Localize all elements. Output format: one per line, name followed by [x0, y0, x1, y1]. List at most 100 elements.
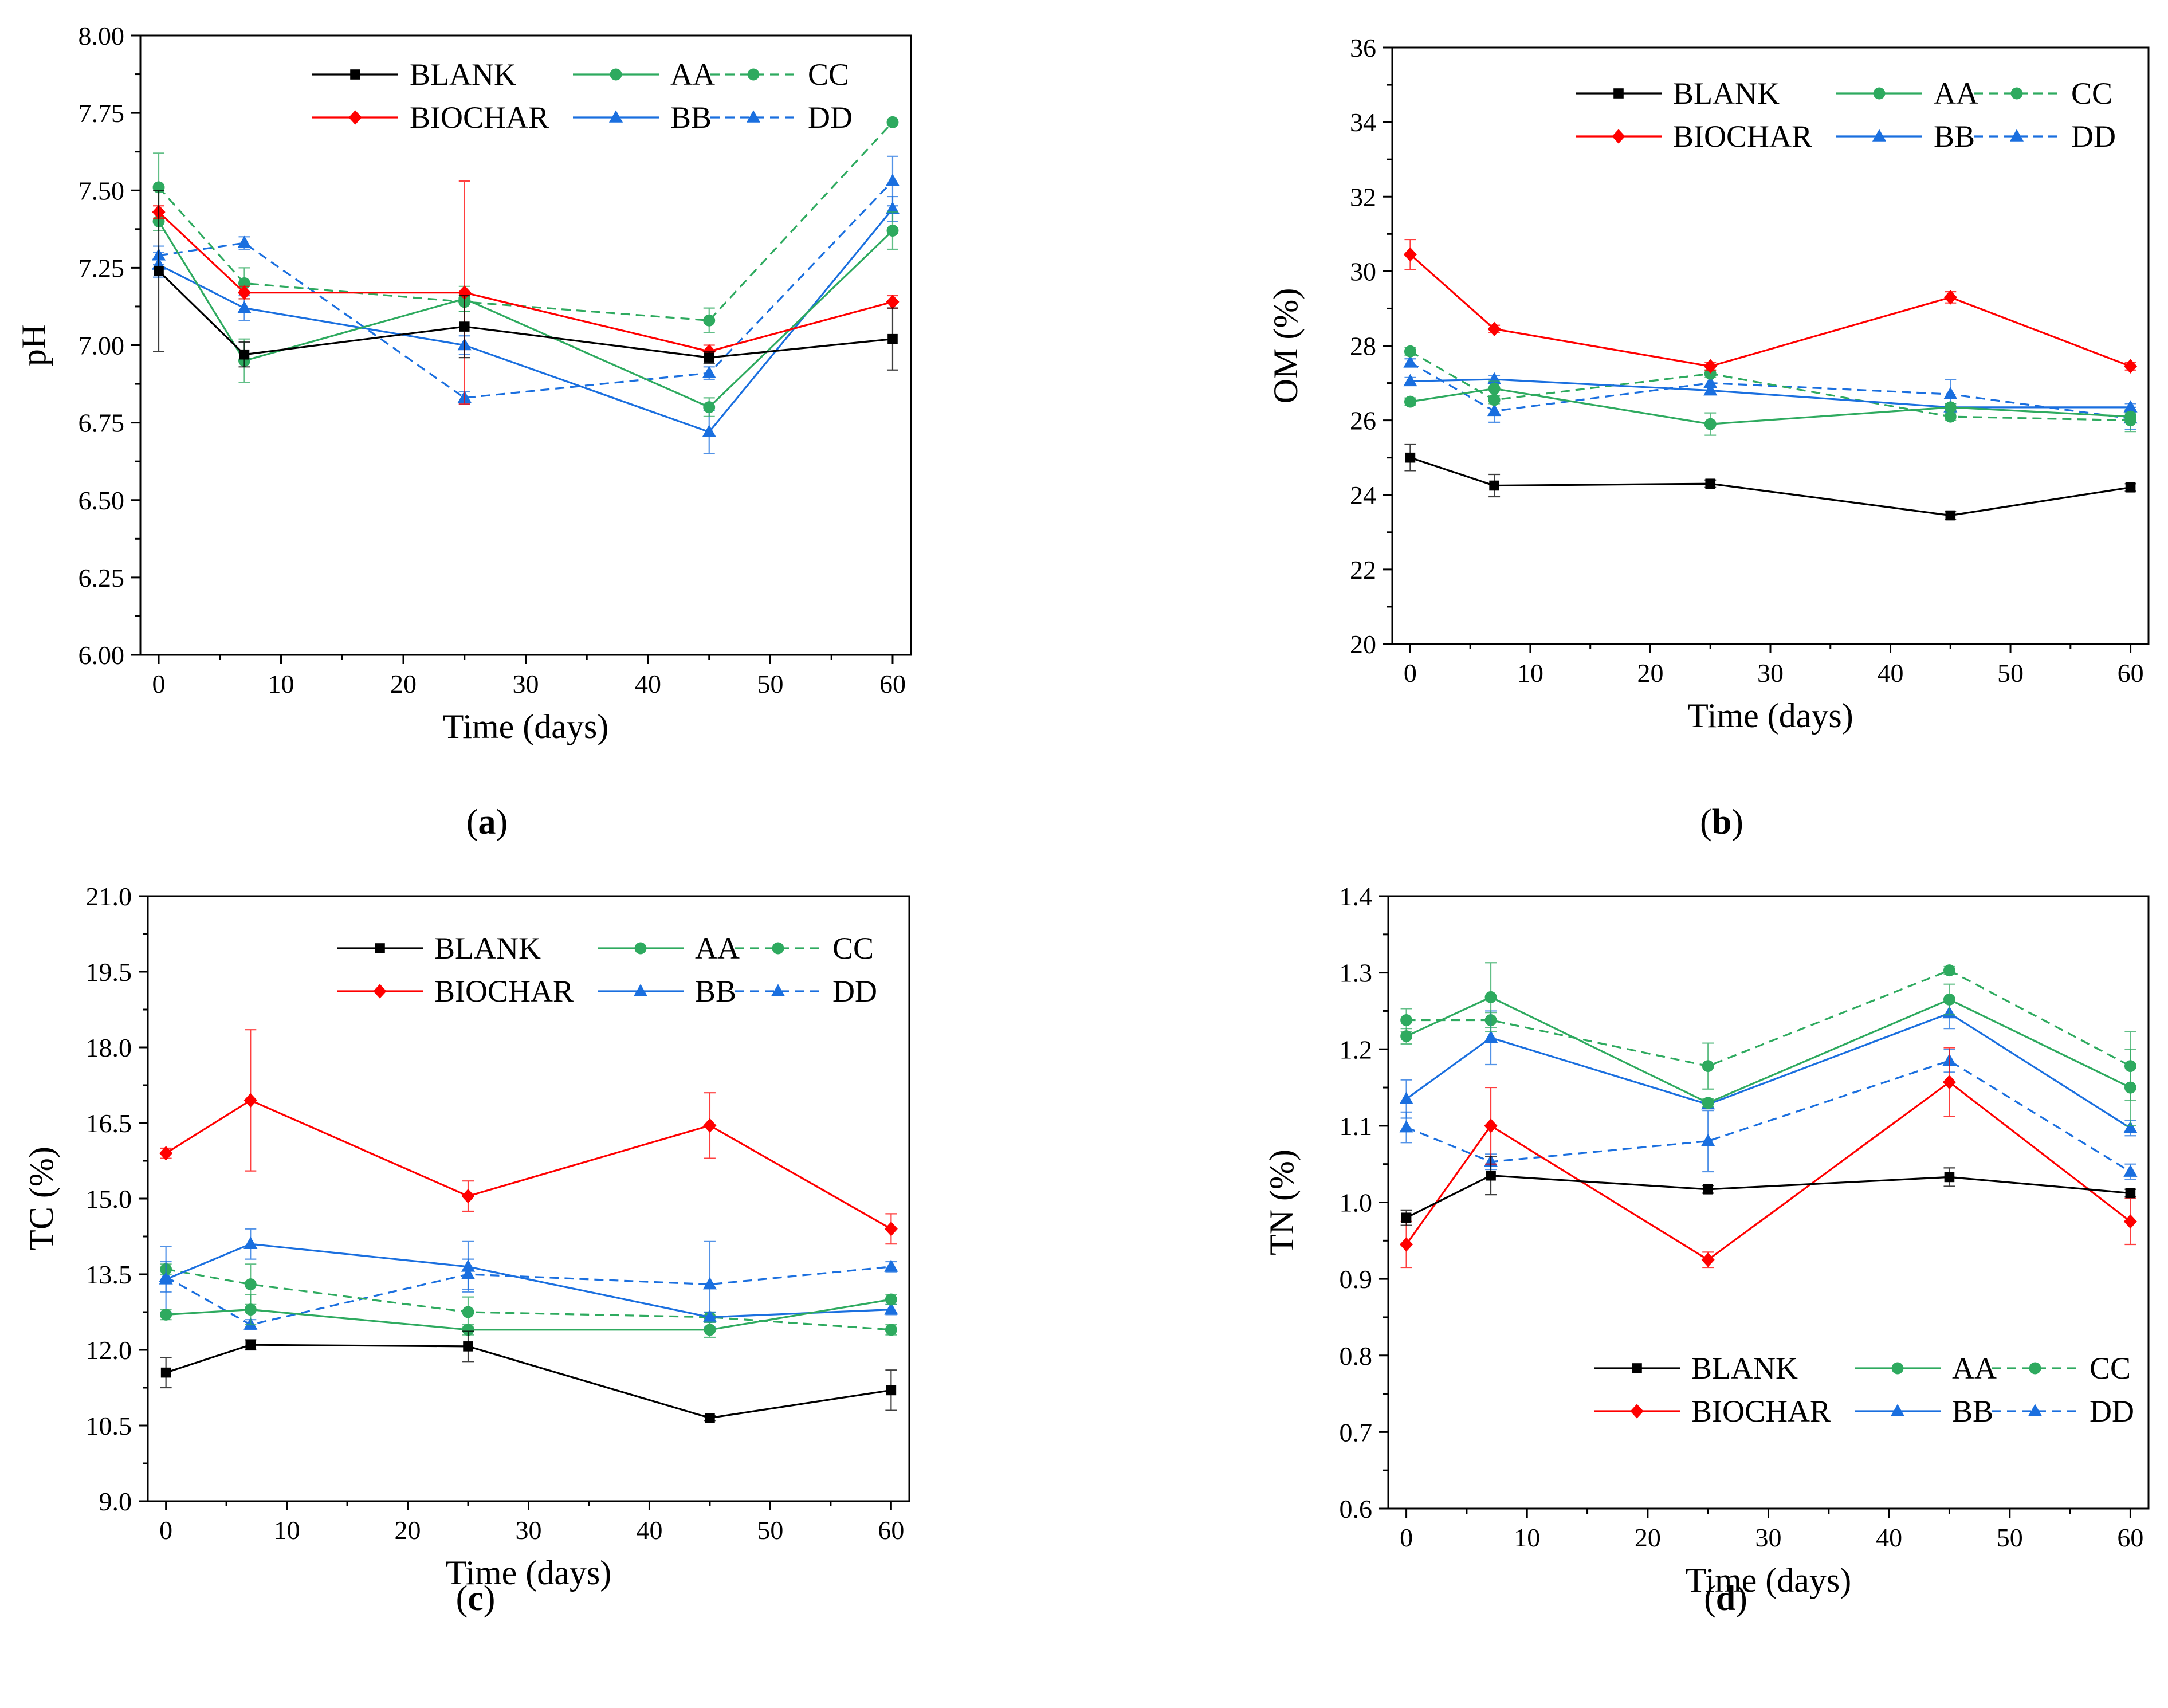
data-point [1944, 1172, 1955, 1183]
data-point [886, 116, 899, 128]
y-tick-label: 6.50 [78, 486, 125, 515]
x-tick-label: 0 [1400, 1523, 1413, 1552]
data-point [884, 1222, 898, 1236]
data-point [2123, 1121, 2138, 1133]
data-point [1401, 1212, 1412, 1223]
data-point [159, 1272, 173, 1285]
legend-entry-aa: AA [573, 57, 715, 92]
chart-panel-d: 0 10 20 30 40 50 60 0.6 0.7 0.8 0.9 1.0 1.1 1.2 1.3 1.4… [1263, 882, 2150, 1618]
series-line [1409, 457, 2131, 517]
legend-marker [633, 984, 648, 996]
y-tick-label: 34 [1350, 108, 1376, 137]
data-point [885, 174, 900, 186]
legend-entry-dd: DD [710, 100, 853, 135]
data-point [462, 1324, 474, 1336]
data-point [1944, 401, 1957, 414]
x-tick-label: 0 [1404, 658, 1417, 688]
y-tick-label: 15.0 [86, 1184, 132, 1214]
y-tick-label: 16.5 [86, 1109, 132, 1138]
panel-caption-letter: b [1712, 803, 1731, 842]
legend-marker [2029, 1362, 2041, 1375]
x-tick-label: 10 [1514, 1523, 1540, 1552]
legend-marker [1872, 129, 1887, 142]
data-point [1488, 382, 1501, 395]
chart-panel-c: 0 10 20 30 40 50 60 9.0 10.5 12.0 13.5 15.0 16.5 18.0… [22, 882, 910, 1618]
panel-caption: (c) [456, 1579, 496, 1618]
legend-label: BB [695, 974, 736, 1008]
x-tick-label: 60 [879, 669, 906, 698]
y-tick-label: 10.5 [86, 1411, 132, 1440]
x-tick-label: 20 [1637, 658, 1663, 688]
data-point [704, 1324, 716, 1336]
series-line [1405, 996, 2131, 1104]
legend-marker [747, 68, 760, 81]
y-tick-label: 1.4 [1340, 882, 1373, 911]
x-tick-label: 40 [636, 1515, 662, 1545]
legend-entry-cc: CC [710, 57, 849, 92]
legend: BLANK BIOCHAR AA BB CC DD [312, 57, 853, 135]
data-point [885, 202, 900, 214]
data-point [705, 1413, 715, 1423]
data-point [884, 1302, 898, 1315]
data-point [1703, 1184, 1713, 1195]
legend-marker [608, 110, 623, 123]
y-tick-label: 0.9 [1340, 1265, 1373, 1294]
y-tick-label: 18.0 [86, 1033, 132, 1062]
data-point [702, 1310, 717, 1322]
data-point [1701, 1252, 1715, 1267]
legend-entry-biochar: BIOCHAR [312, 100, 549, 135]
data-point [1487, 403, 1502, 417]
data-point [1488, 394, 1501, 406]
legend-entry-blank: BLANK [337, 931, 541, 965]
x-tick-label: 60 [878, 1515, 904, 1545]
legend-label: DD [808, 100, 853, 135]
series-aa [160, 1293, 897, 1338]
y-tick-label: 7.50 [78, 176, 125, 205]
data-point [463, 1341, 473, 1352]
data-point [1404, 345, 1416, 358]
x-tick-label: 10 [268, 669, 294, 698]
data-point [885, 1293, 897, 1306]
series-line [158, 121, 894, 321]
series-cc [152, 116, 899, 333]
data-point [1403, 374, 1417, 387]
data-point [1703, 383, 1718, 396]
y-tick-label: 6.00 [78, 641, 125, 670]
y-tick-label: 7.00 [78, 331, 125, 360]
series-line [1409, 253, 2131, 367]
legend-marker [375, 943, 385, 953]
x-tick-label: 30 [1757, 658, 1784, 688]
data-point [886, 1385, 897, 1396]
legend-label: BLANK [434, 931, 541, 965]
panel-caption: (d) [1704, 1579, 1747, 1618]
data-point [1703, 375, 1718, 388]
legend: BLANK BIOCHAR AA BB CC DD [1576, 76, 2116, 154]
x-tick-label: 40 [1876, 1523, 1902, 1552]
data-point [886, 295, 900, 309]
data-point [702, 425, 716, 437]
x-tick-label: 30 [516, 1515, 542, 1545]
series-biochar [1403, 238, 2138, 374]
data-point [2124, 410, 2137, 423]
legend-entry-cc: CC [1992, 1351, 2131, 1385]
series-line [158, 221, 894, 409]
y-axis-title: OM (%) [1267, 288, 1305, 404]
y-tick-label: 13.5 [86, 1260, 132, 1289]
legend-marker [634, 942, 647, 955]
y-tick-label: 24 [1350, 481, 1376, 510]
data-point [2124, 359, 2138, 374]
data-point [1943, 387, 1958, 399]
panel-caption-letter: a [478, 803, 496, 842]
data-point [702, 1277, 717, 1290]
legend-marker [771, 984, 785, 996]
series-line [165, 1266, 891, 1326]
series-dd [1399, 1049, 2138, 1180]
series-line [166, 1268, 891, 1331]
y-tick-label: 32 [1350, 182, 1376, 211]
legend-label: BB [670, 100, 712, 135]
y-tick-label: 21.0 [86, 882, 132, 911]
data-point [1944, 410, 1957, 423]
data-point [702, 366, 716, 378]
x-tick-label: 50 [757, 1515, 783, 1545]
x-tick-label: 20 [395, 1515, 421, 1545]
